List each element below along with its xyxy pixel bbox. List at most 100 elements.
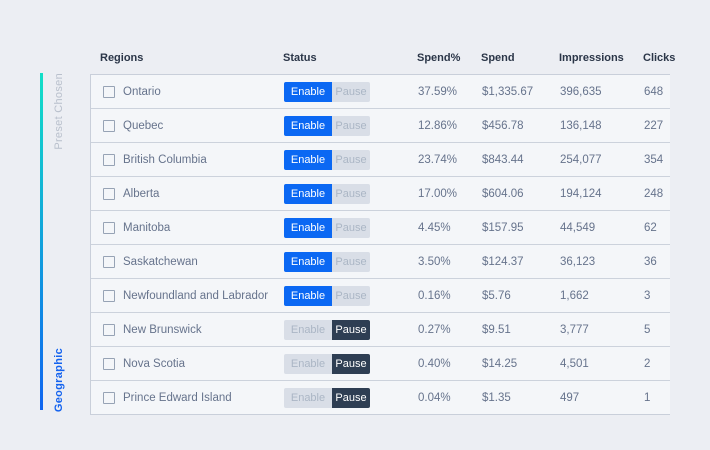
pause-button[interactable]: Pause (332, 149, 370, 170)
impressions-value: 396,635 (560, 85, 602, 98)
enable-button[interactable]: Enable (284, 149, 332, 170)
pause-button[interactable]: Pause (332, 285, 370, 306)
enable-button[interactable]: Enable (284, 319, 332, 340)
region-checkbox[interactable] (103, 153, 115, 166)
enable-button[interactable]: Enable (284, 285, 332, 306)
impressions-value: 1,662 (560, 289, 589, 302)
spend-value: $14.25 (482, 357, 518, 370)
region-cell: Prince Edward Island (91, 391, 284, 404)
region-checkbox[interactable] (103, 289, 115, 302)
column-header-regions: Regions (100, 52, 144, 64)
geographic-group-label: Geographic (53, 348, 65, 413)
region-name: Ontario (123, 85, 161, 98)
table-row: New Brunswick Enable Pause 0.27% $9.51 3… (91, 312, 670, 346)
pause-button[interactable]: Pause (332, 387, 370, 408)
region-checkbox[interactable] (103, 119, 115, 132)
table-row: Manitoba Enable Pause 4.45% $157.95 44,5… (91, 210, 670, 244)
pause-button[interactable]: Pause (332, 115, 370, 136)
spend-value: $1,335.67 (482, 85, 534, 98)
pause-button[interactable]: Pause (332, 217, 370, 238)
region-name: Newfoundland and Labrador (123, 289, 269, 302)
region-checkbox[interactable] (103, 357, 115, 370)
clicks-value: 1 (644, 391, 651, 404)
enable-button[interactable]: Enable (284, 115, 332, 136)
impressions-value: 136,148 (560, 119, 602, 132)
table-rows: Ontario Enable Pause 37.59% $1,335.67 39… (90, 74, 670, 415)
region-name: British Columbia (123, 153, 207, 166)
region-cell: British Columbia (91, 153, 284, 166)
region-checkbox[interactable] (103, 391, 115, 404)
region-name: Prince Edward Island (123, 391, 232, 404)
spend-value: $157.95 (482, 221, 524, 234)
spend-value: $456.78 (482, 119, 524, 132)
status-cell: Enable Pause (284, 387, 418, 408)
clicks-value: 227 (644, 119, 664, 132)
region-checkbox[interactable] (103, 255, 115, 268)
impressions-value: 44,549 (560, 221, 596, 234)
status-cell: Enable Pause (284, 149, 418, 170)
clicks-value: 354 (644, 153, 664, 166)
spend-pct-value: 3.50% (418, 255, 451, 268)
enable-button[interactable]: Enable (284, 81, 332, 102)
region-cell: Manitoba (91, 221, 284, 234)
region-name: Quebec (123, 119, 164, 132)
pause-button[interactable]: Pause (332, 319, 370, 340)
clicks-value: 248 (644, 187, 664, 200)
pause-button[interactable]: Pause (332, 81, 370, 102)
enable-button[interactable]: Enable (284, 353, 332, 374)
column-header-impressions: Impressions (559, 52, 624, 64)
enable-button[interactable]: Enable (284, 251, 332, 272)
impressions-value: 497 (560, 391, 580, 404)
column-header-spend: Spend (481, 52, 515, 64)
spend-value: $604.06 (482, 187, 524, 200)
pause-button[interactable]: Pause (332, 353, 370, 374)
spend-pct-value: 23.74% (418, 153, 458, 166)
region-cell: New Brunswick (91, 323, 284, 336)
preset-gradient-line (40, 73, 43, 410)
spend-value: $124.37 (482, 255, 524, 268)
region-checkbox[interactable] (103, 187, 115, 200)
spend-pct-value: 4.45% (418, 221, 451, 234)
region-checkbox[interactable] (103, 323, 115, 336)
spend-pct-value: 0.04% (418, 391, 451, 404)
impressions-value: 254,077 (560, 153, 602, 166)
region-cell: Ontario (91, 85, 284, 98)
status-cell: Enable Pause (284, 251, 418, 272)
enable-button[interactable]: Enable (284, 183, 332, 204)
pause-button[interactable]: Pause (332, 183, 370, 204)
table-row: Ontario Enable Pause 37.59% $1,335.67 39… (91, 75, 670, 108)
region-checkbox[interactable] (103, 85, 115, 98)
spend-value: $1.35 (482, 391, 511, 404)
region-cell: Alberta (91, 187, 284, 200)
region-cell: Saskatchewan (91, 255, 284, 268)
impressions-value: 3,777 (560, 323, 589, 336)
region-name: Saskatchewan (123, 255, 198, 268)
status-cell: Enable Pause (284, 183, 418, 204)
spend-value: $843.44 (482, 153, 524, 166)
pause-button[interactable]: Pause (332, 251, 370, 272)
clicks-value: 36 (644, 255, 657, 268)
column-header-spend-pct: Spend% (417, 52, 461, 64)
table-row: Alberta Enable Pause 17.00% $604.06 194,… (91, 176, 670, 210)
region-checkbox[interactable] (103, 221, 115, 234)
spend-pct-value: 0.16% (418, 289, 451, 302)
enable-button[interactable]: Enable (284, 387, 332, 408)
region-name: Nova Scotia (123, 357, 186, 370)
status-cell: Enable Pause (284, 353, 418, 374)
table-row: Saskatchewan Enable Pause 3.50% $124.37 … (91, 244, 670, 278)
enable-button[interactable]: Enable (284, 217, 332, 238)
column-header-clicks: Clicks (643, 52, 676, 64)
status-cell: Enable Pause (284, 115, 418, 136)
table-row: Newfoundland and Labrador Enable Pause 0… (91, 278, 670, 312)
clicks-value: 648 (644, 85, 664, 98)
table-row: Nova Scotia Enable Pause 0.40% $14.25 4,… (91, 346, 670, 380)
table-row: Quebec Enable Pause 12.86% $456.78 136,1… (91, 108, 670, 142)
clicks-value: 62 (644, 221, 657, 234)
spend-value: $5.76 (482, 289, 511, 302)
regions-table: Regions Status Spend% Spend Impressions … (90, 42, 675, 415)
region-cell: Quebec (91, 119, 284, 132)
spend-pct-value: 0.40% (418, 357, 451, 370)
impressions-value: 194,124 (560, 187, 602, 200)
spend-value: $9.51 (482, 323, 511, 336)
status-cell: Enable Pause (284, 285, 418, 306)
